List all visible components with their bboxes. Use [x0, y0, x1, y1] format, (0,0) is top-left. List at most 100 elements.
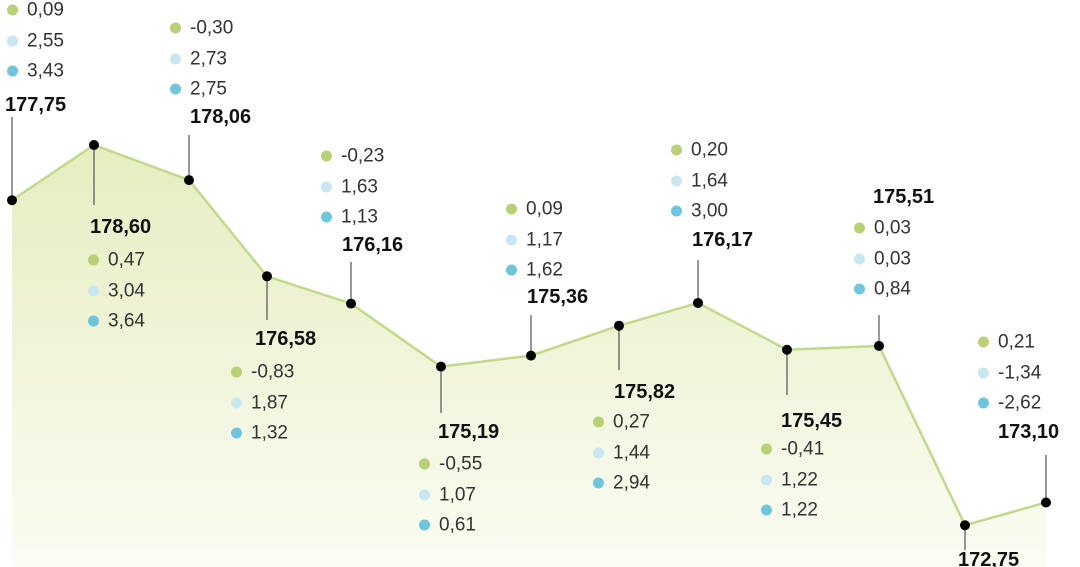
bullet-icon — [593, 416, 604, 428]
annotation-1: -0,55 — [419, 453, 483, 475]
annotation-text: 1,64 — [691, 170, 728, 191]
bullet-icon — [88, 315, 99, 327]
annotation-text: -0,30 — [190, 17, 234, 39]
annotation-2: 1,63 — [321, 176, 378, 197]
data-label: 172,75 — [958, 549, 1020, 567]
annotation-2: 1,87 — [231, 392, 288, 413]
data-point — [874, 340, 884, 351]
annotation-3: 1,13 — [321, 208, 378, 227]
bullet-icon — [170, 22, 181, 34]
annotation-2: -1,34 — [978, 363, 1041, 382]
bullet-icon — [978, 397, 989, 409]
bullet-icon — [506, 234, 517, 245]
bullet-icon — [321, 181, 332, 192]
annotation-1: 0,03 — [854, 217, 911, 239]
data-label: 178,60 — [90, 216, 152, 238]
data-point — [960, 520, 970, 531]
annotation-text: 2,55 — [27, 30, 64, 51]
annotation-3: 0,61 — [419, 514, 476, 536]
annotation-3: 2,75 — [170, 78, 227, 100]
annotation-text: 2,75 — [190, 78, 227, 100]
annotation-text: 1,07 — [439, 484, 476, 505]
data-point — [1041, 497, 1051, 508]
bullet-icon — [671, 144, 682, 156]
bullet-icon — [671, 205, 682, 217]
bullet-icon — [854, 283, 865, 295]
annotation-1: 0,21 — [978, 331, 1035, 353]
bullet-icon — [170, 53, 181, 64]
annotation-3: 1,62 — [506, 259, 563, 281]
bullet-icon — [419, 489, 430, 500]
data-point — [346, 298, 356, 309]
bullet-icon — [231, 366, 242, 378]
data-point — [614, 320, 624, 331]
annotation-2: 1,22 — [761, 469, 818, 490]
annotation-3: 3,00 — [671, 200, 728, 222]
data-label: 176,58 — [255, 328, 317, 350]
annotation-text: 0,61 — [439, 514, 476, 536]
bullet-icon — [761, 504, 772, 516]
annotation-2: 0,03 — [854, 249, 911, 268]
data-label: 175,19 — [438, 421, 500, 443]
bullet-icon — [7, 65, 18, 77]
annotation-text: 3,00 — [691, 200, 728, 222]
annotation-text: 1,62 — [526, 259, 563, 281]
data-label: 176,17 — [692, 229, 754, 251]
bullet-icon — [231, 427, 242, 439]
annotation-1: 0,47 — [88, 249, 145, 271]
annotation-1: -0,23 — [321, 145, 385, 167]
data-label: 175,36 — [527, 286, 589, 308]
annotation-1: 0,09 — [7, 0, 64, 21]
bullet-icon — [506, 264, 517, 276]
data-label: 175,45 — [781, 410, 843, 432]
annotation-text: 0,03 — [874, 217, 911, 239]
annotation-3: 1,32 — [231, 424, 288, 443]
data-point — [526, 350, 536, 361]
data-label: 176,16 — [342, 234, 404, 256]
annotation-text: -0,23 — [341, 145, 385, 167]
annotation-text: -0,41 — [781, 438, 825, 460]
bullet-icon — [593, 447, 604, 458]
annotation-text: 0,09 — [27, 0, 64, 21]
annotation-3: 1,22 — [761, 501, 818, 520]
annotation-3: -2,62 — [978, 394, 1041, 413]
annotation-text: 2,94 — [613, 472, 650, 494]
data-point — [89, 140, 99, 150]
annotation-text: 1,22 — [781, 469, 818, 490]
annotation-text: -0,83 — [251, 361, 295, 383]
annotation-text: 3,43 — [27, 60, 64, 82]
annotation-3: 3,43 — [7, 60, 64, 82]
annotation-text: 0,20 — [691, 139, 728, 161]
bullet-icon — [978, 367, 989, 378]
annotation-text: 0,27 — [613, 411, 650, 433]
annotation-1: -0,30 — [170, 17, 234, 39]
annotation-text: 1,87 — [251, 392, 288, 413]
bullet-icon — [7, 4, 18, 16]
data-point — [184, 175, 194, 186]
annotation-1: 0,09 — [506, 198, 563, 220]
bullet-icon — [761, 474, 772, 485]
annotation-text: 0,09 — [526, 198, 563, 220]
annotation-2: 2,73 — [170, 48, 227, 69]
data-point — [693, 297, 703, 308]
bullet-icon — [88, 254, 99, 266]
annotation-text: 0,21 — [998, 331, 1035, 353]
data-point — [436, 361, 446, 372]
annotation-3: 3,64 — [88, 312, 145, 331]
bullet-icon — [7, 35, 18, 46]
bullet-icon — [321, 150, 332, 162]
annotation-text: -0,55 — [439, 453, 483, 475]
annotation-1: -0,41 — [761, 438, 825, 460]
data-point — [262, 271, 272, 282]
data-label: 175,82 — [614, 381, 676, 403]
data-label: 175,51 — [873, 186, 935, 208]
bullet-icon — [671, 175, 682, 186]
bullet-icon — [88, 285, 99, 296]
bullet-icon — [854, 222, 865, 234]
bullet-icon — [321, 211, 332, 223]
annotation-2: 1,64 — [671, 170, 728, 191]
annotation-text: 0,47 — [108, 249, 145, 271]
annotation-text: 2,73 — [190, 48, 227, 69]
annotation-text: 1,63 — [341, 176, 378, 197]
